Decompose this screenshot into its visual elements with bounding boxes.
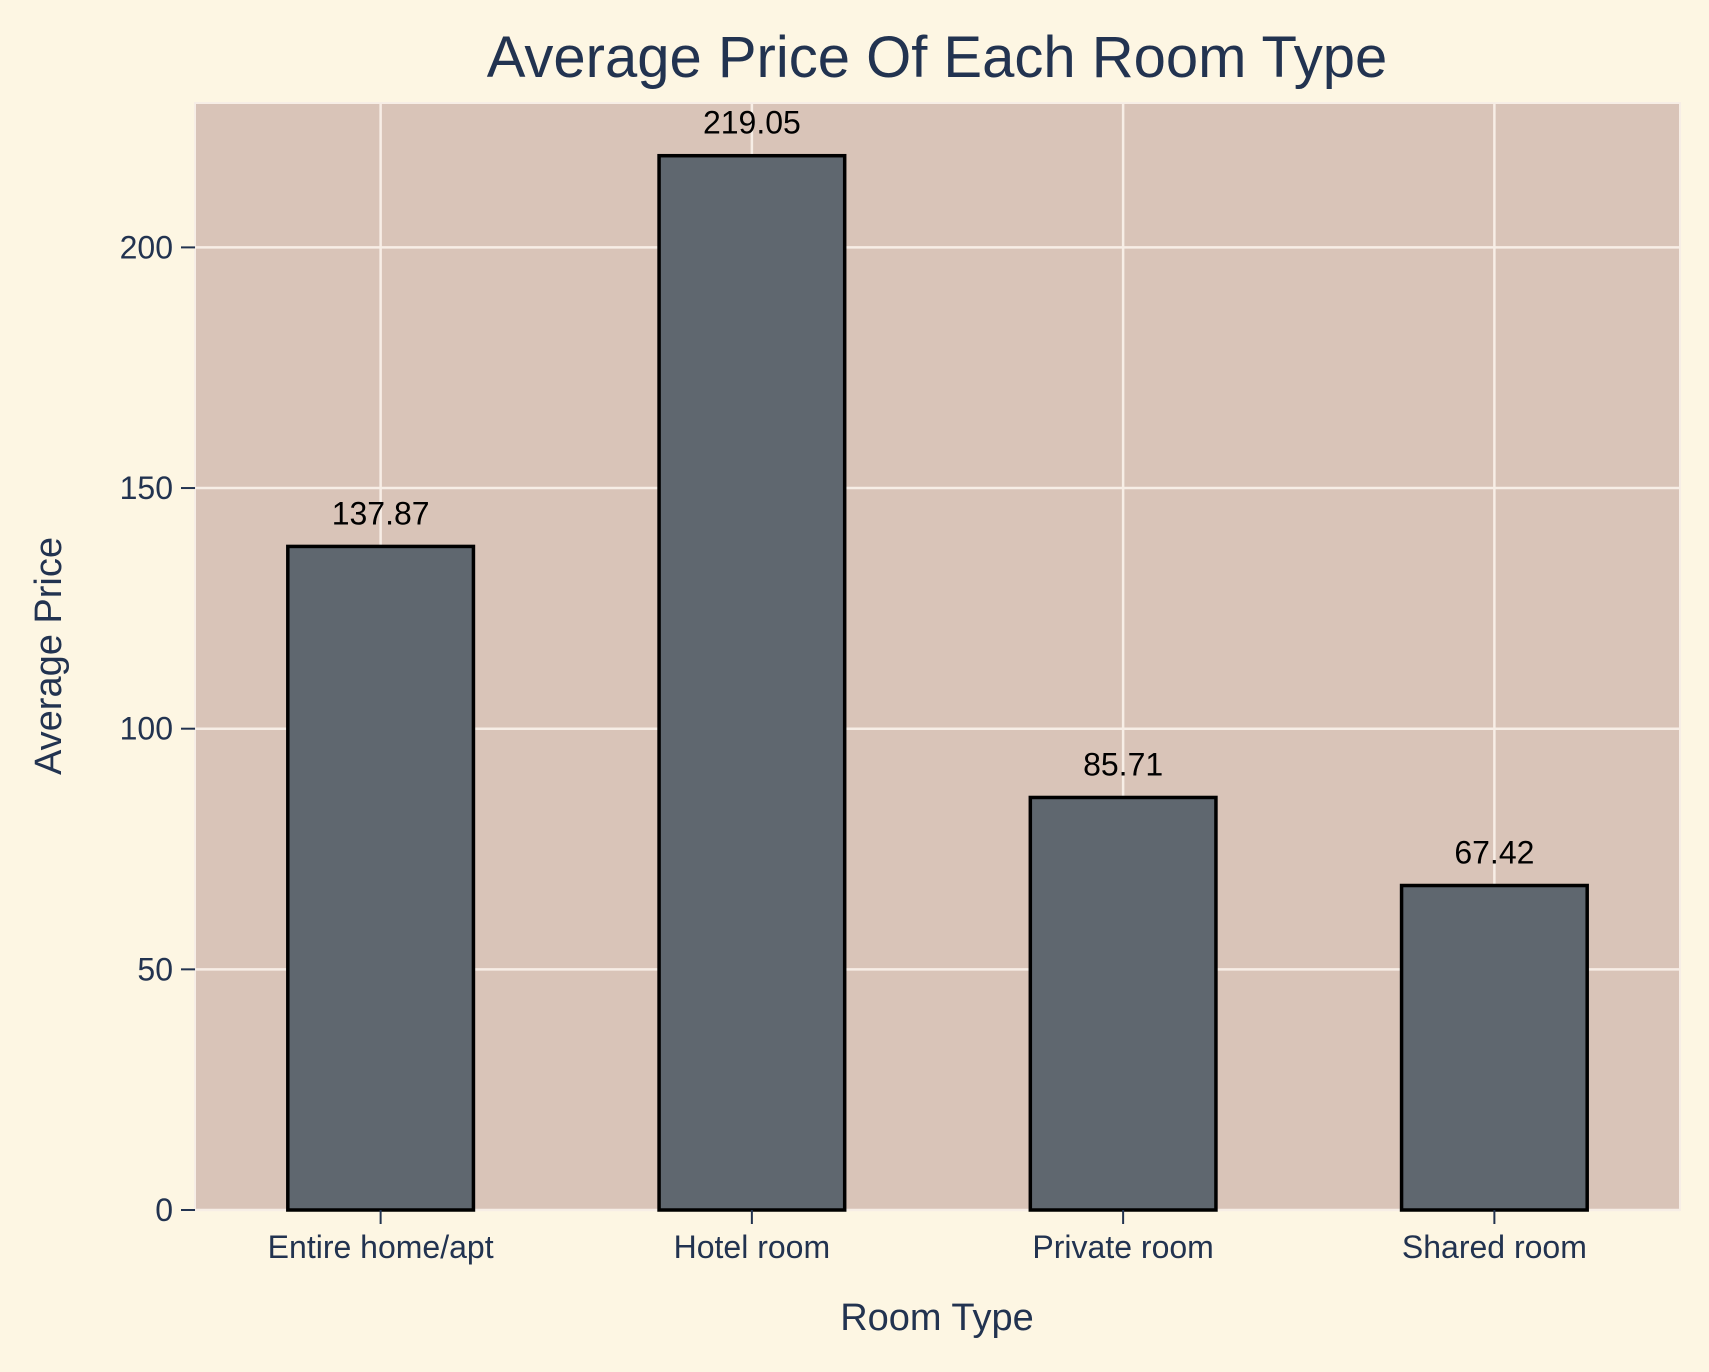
y-tick-label: 0 bbox=[155, 1192, 173, 1228]
y-axis: 0 50 100 150 200 bbox=[120, 229, 195, 1228]
bar bbox=[1399, 883, 1589, 1212]
bar-value-label: 219.05 bbox=[703, 105, 801, 141]
y-tick-label: 150 bbox=[120, 470, 173, 506]
bar bbox=[1028, 795, 1218, 1212]
data-labels: 137.87 219.05 85.71 67.42 bbox=[332, 105, 1535, 871]
x-tick-label: Shared room bbox=[1402, 1229, 1587, 1265]
bar bbox=[286, 544, 476, 1212]
x-tick-label: Entire home/apt bbox=[268, 1229, 494, 1265]
x-tick-label: Private room bbox=[1032, 1229, 1213, 1265]
x-axis-label: Room Type bbox=[840, 1297, 1034, 1339]
bars bbox=[286, 153, 1589, 1212]
x-axis: Entire home/apt Hotel room Private room Sha… bbox=[268, 1210, 1587, 1265]
x-tick-label: Hotel room bbox=[674, 1229, 831, 1265]
y-tick-label: 200 bbox=[120, 229, 173, 265]
y-axis-label: Average Price bbox=[28, 537, 70, 775]
bar-value-label: 85.71 bbox=[1083, 746, 1163, 782]
y-tick-label: 100 bbox=[120, 711, 173, 747]
bar bbox=[657, 153, 847, 1212]
y-tick-label: 50 bbox=[137, 951, 173, 987]
bar-value-label: 137.87 bbox=[332, 495, 430, 531]
bar-value-label: 67.42 bbox=[1454, 835, 1534, 871]
chart-title: Average Price Of Each Room Type bbox=[487, 25, 1388, 90]
